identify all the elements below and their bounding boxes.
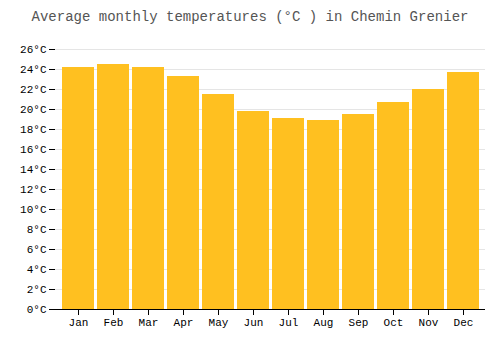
svg-text:14°C: 14°C [20,164,47,176]
svg-text:18°C: 18°C [20,124,47,136]
svg-text:6°C: 6°C [27,244,47,256]
svg-text:Aug: Aug [314,317,334,329]
svg-text:24°C: 24°C [20,64,47,76]
svg-text:Jul: Jul [279,317,299,329]
svg-text:May: May [209,317,229,329]
svg-text:2°C: 2°C [27,284,47,296]
svg-text:16°C: 16°C [20,144,47,156]
svg-text:Jan: Jan [69,317,89,329]
svg-text:Mar: Mar [139,317,159,329]
svg-text:22°C: 22°C [20,84,47,96]
svg-text:Feb: Feb [104,317,124,329]
svg-text:8°C: 8°C [27,224,47,236]
html-text:Average monthly temperatures (: Average monthly temperatures (°C ) in Ch… [31,9,469,25]
svg-text:Dec: Dec [454,317,474,329]
svg-text:Apr: Apr [174,317,194,329]
svg-text:12°C: 12°C [20,184,47,196]
svg-text:0°C: 0°C [27,304,47,316]
svg-text:Sep: Sep [349,317,369,329]
svg-text:26°C: 26°C [20,44,47,56]
svg-text:10°C: 10°C [20,204,47,216]
svg-text:Jun: Jun [244,317,264,329]
svg-text:20°C: 20°C [20,104,47,116]
svg-text:Oct: Oct [384,317,404,329]
svg-text:Nov: Nov [419,317,439,329]
svg-text:4°C: 4°C [27,264,47,276]
